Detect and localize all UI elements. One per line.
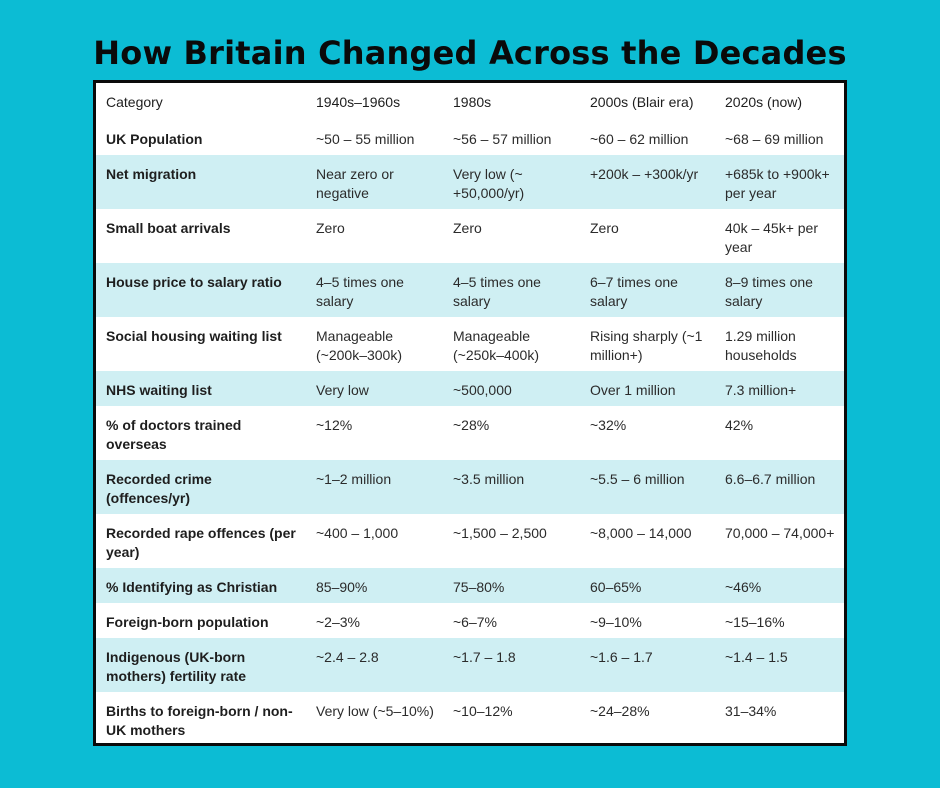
row-label: Net migration <box>106 166 197 182</box>
table-cell: ~8,000 – 14,000 <box>590 525 692 541</box>
row-label: NHS waiting list <box>106 382 212 398</box>
table-cell: ~3.5 million <box>453 471 525 487</box>
table-cell: +200k – +300k/yr <box>590 166 699 182</box>
table-row: UK Population ~50 – 55 million ~56 – 57 … <box>96 120 844 155</box>
table-cell: ~400 – 1,000 <box>316 525 399 541</box>
table-cell: Zero <box>590 220 619 236</box>
table-cell: Very low <box>316 382 369 398</box>
table-cell: ~12% <box>316 417 353 433</box>
table-cell: ~1.6 – 1.7 <box>590 649 653 665</box>
table-cell: 4–5 times one salary <box>316 274 404 309</box>
table-row: NHS waiting list Very low ~500,000 Over … <box>96 371 844 406</box>
table-cell: ~28% <box>453 417 490 433</box>
row-label: % of doctors trained overseas <box>106 417 242 452</box>
table-cell: ~1–2 million <box>316 471 392 487</box>
table-cell: ~46% <box>725 579 762 595</box>
table-cell: 4–5 times one salary <box>453 274 541 309</box>
table-row: Recorded crime (offences/yr) ~1–2 millio… <box>96 460 844 514</box>
table-cell: 6–7 times one salary <box>590 274 678 309</box>
table-cell: 60–65% <box>590 579 642 595</box>
row-label: Recorded crime (offences/yr) <box>106 471 212 506</box>
table-cell: 1.29 million households <box>725 328 797 363</box>
row-label: UK Population <box>106 131 203 147</box>
table-cell: ~50 – 55 million <box>316 131 415 147</box>
table-cell: Zero <box>453 220 482 236</box>
table-cell: Near zero or negative <box>316 166 394 201</box>
table-cell: 8–9 times one salary <box>725 274 813 309</box>
row-label: Social housing waiting list <box>106 328 282 344</box>
table-cell: Very low (~ +50,000/yr) <box>453 166 525 201</box>
table-cell: ~56 – 57 million <box>453 131 552 147</box>
row-label: Indigenous (UK-born mothers) fertility r… <box>106 649 247 684</box>
row-label: Foreign-born population <box>106 614 269 630</box>
table-cell: ~10–12% <box>453 703 513 719</box>
header-cell-2000s: 2000s (Blair era) <box>590 94 694 110</box>
row-label: Small boat arrivals <box>106 220 231 236</box>
header-cell-category: Category <box>106 94 163 110</box>
table-cell: ~32% <box>590 417 627 433</box>
table-header-row: Category 1940s–1960s 1980s 2000s (Blair … <box>96 83 844 120</box>
header-cell-1940s-1960s: 1940s–1960s <box>316 94 401 110</box>
table-cell: 40k – 45k+ per year <box>725 220 819 255</box>
page-title: How Britain Changed Across the Decades <box>93 34 847 72</box>
table-cell: ~1.7 – 1.8 <box>453 649 516 665</box>
table-cell: 31–34% <box>725 703 777 719</box>
table-cell: 85–90% <box>316 579 368 595</box>
header-cell-1980s: 1980s <box>453 94 492 110</box>
table-cell: Over 1 million <box>590 382 676 398</box>
row-label: House price to salary ratio <box>106 274 282 290</box>
table-row: % Identifying as Christian 85–90% 75–80%… <box>96 568 844 603</box>
table-cell: Manageable (~250k–400k) <box>453 328 540 363</box>
table-row: Foreign-born population ~2–3% ~6–7% ~9–1… <box>96 603 844 638</box>
table-cell: Zero <box>316 220 345 236</box>
table-cell: ~24–28% <box>590 703 650 719</box>
table-cell: Rising sharply (~1 million+) <box>590 328 703 363</box>
row-label: Births to foreign-born / non-UK mothers <box>106 703 293 738</box>
row-label: % Identifying as Christian <box>106 579 278 595</box>
table-cell: ~2–3% <box>316 614 360 630</box>
header-cell-2020s: 2020s (now) <box>725 94 803 110</box>
table-cell: Very low (~5–10%) <box>316 703 434 719</box>
table-cell: 75–80% <box>453 579 505 595</box>
table-cell: ~500,000 <box>453 382 512 398</box>
table-row: Social housing waiting list Manageable (… <box>96 317 844 371</box>
table-cell: ~2.4 – 2.8 <box>316 649 379 665</box>
table-cell: Manageable (~200k–300k) <box>316 328 403 363</box>
table-cell: ~1.4 – 1.5 <box>725 649 788 665</box>
table-cell: +685k to +900k+ per year <box>725 166 830 201</box>
table-row: Small boat arrivals Zero Zero Zero 40k –… <box>96 209 844 263</box>
table-row: Recorded rape offences (per year) ~400 –… <box>96 514 844 568</box>
table-row: House price to salary ratio 4–5 times on… <box>96 263 844 317</box>
table-cell: 6.6–6.7 million <box>725 471 816 487</box>
table-cell: ~1,500 – 2,500 <box>453 525 547 541</box>
table-row: Indigenous (UK-born mothers) fertility r… <box>96 638 844 692</box>
table-cell: ~60 – 62 million <box>590 131 689 147</box>
table-cell: ~9–10% <box>590 614 642 630</box>
row-label: Recorded rape offences (per year) <box>106 525 296 560</box>
table-cell: ~5.5 – 6 million <box>590 471 685 487</box>
table-cell: 42% <box>725 417 754 433</box>
table-cell: ~6–7% <box>453 614 497 630</box>
table-cell: ~15–16% <box>725 614 785 630</box>
table-cell: ~68 – 69 million <box>725 131 824 147</box>
table-cell: 70,000 – 74,000+ <box>725 525 835 541</box>
table-row: Net migration Near zero or negative Very… <box>96 155 844 209</box>
table-row: % of doctors trained overseas ~12% ~28% … <box>96 406 844 460</box>
table-row: Births to foreign-born / non-UK mothers … <box>96 692 844 743</box>
comparison-table: Category 1940s–1960s 1980s 2000s (Blair … <box>93 80 847 746</box>
table-cell: 7.3 million+ <box>725 382 797 398</box>
